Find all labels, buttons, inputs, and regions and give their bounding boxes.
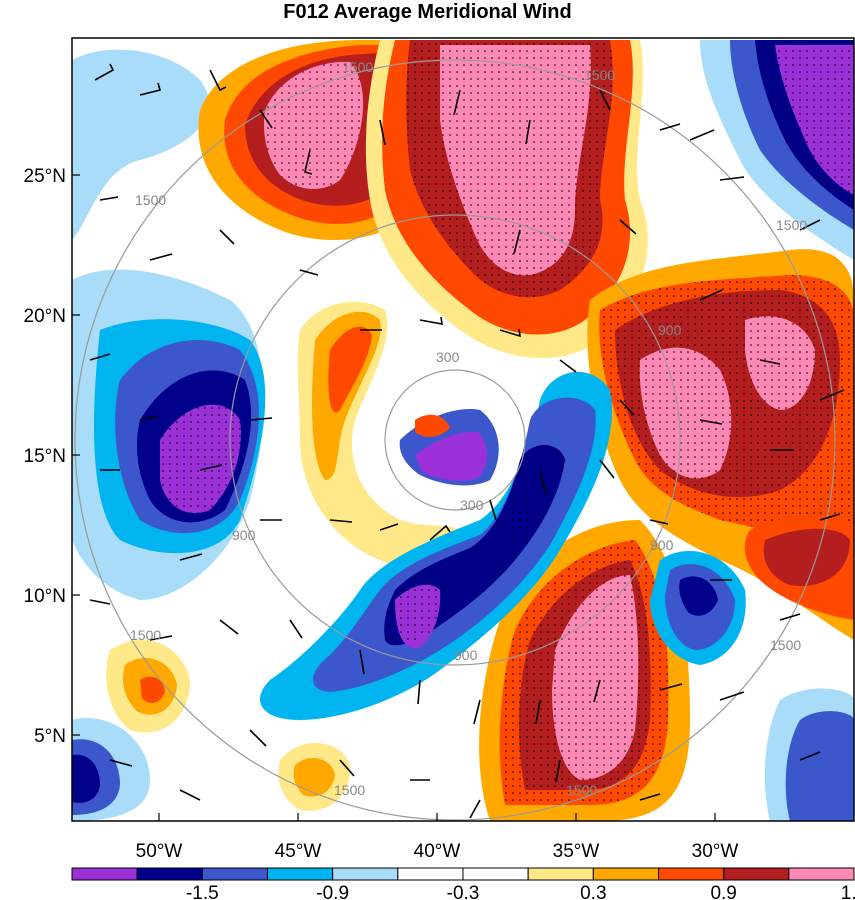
colorbar-swatch [723,867,790,881]
colorbar-swatch [658,867,725,881]
ring-label-900: 900 [232,527,256,543]
colorbar-swatch [332,867,399,881]
map-title: F012 Average Meridional Wind [283,1,572,23]
ring-label-1500: 1500 [566,782,597,798]
lat-label: 15°N [24,446,66,467]
lon-label: 45°W [275,841,322,862]
lon-label: 35°W [553,841,600,862]
ring-label-1500: 1500 [130,627,161,643]
ring-labels: 300 300 900 900 900 900 1500 1500 1500 1… [130,59,807,798]
colorbar-swatch [71,867,138,881]
ring-label-300: 300 [436,349,460,365]
ring-label-900: 900 [650,537,674,553]
ring-label-900: 900 [658,322,682,338]
colorbar-swatch [462,867,529,881]
colorbar-swatch [788,867,855,881]
colorbar-swatch [397,867,464,881]
ring-label-900: 900 [454,647,478,663]
lon-label: 30°W [692,841,739,862]
colorbar-swatch [527,867,594,881]
ring-label-1500: 1500 [334,782,365,798]
colorbar-tick-label: 1.5 [841,883,855,900]
map-frame [71,37,855,822]
colorbar-tick-label: 0.3 [580,883,606,900]
latitude-axis [72,174,80,736]
range-rings [74,59,836,821]
colorbar-swatch [136,867,203,881]
lat-label: 20°N [24,306,66,327]
ring-label-1500: 1500 [584,67,615,83]
ring-label-1500: 1500 [776,217,807,233]
ring-label-1500: 1500 [342,59,373,75]
ring-label-300: 300 [460,497,484,513]
colorbar-swatch [267,867,334,881]
colorbar-tick-label: -0.9 [316,883,349,900]
colorbar-swatch [201,867,268,881]
lon-label: 50°W [136,841,183,862]
colorbar-swatch [592,867,659,881]
lat-label: 25°N [24,166,66,187]
longitude-axis [158,813,716,821]
ring-label-1500: 1500 [770,637,801,653]
meridional-wind-contours [72,38,854,821]
wind-barbs [89,63,845,819]
lon-label: 40°W [414,841,461,862]
ring-label-1500: 1500 [135,192,166,208]
lat-label: 5°N [34,726,66,747]
colorbar-tick-label: -1.5 [186,883,219,900]
colorbar-tick-label: -0.3 [447,883,480,900]
colorbar-tick-label: 0.9 [710,883,736,900]
colorbar: -1.5 -0.9 -0.3 0.3 0.9 1.5 [71,867,855,900]
lat-label: 10°N [24,586,66,607]
